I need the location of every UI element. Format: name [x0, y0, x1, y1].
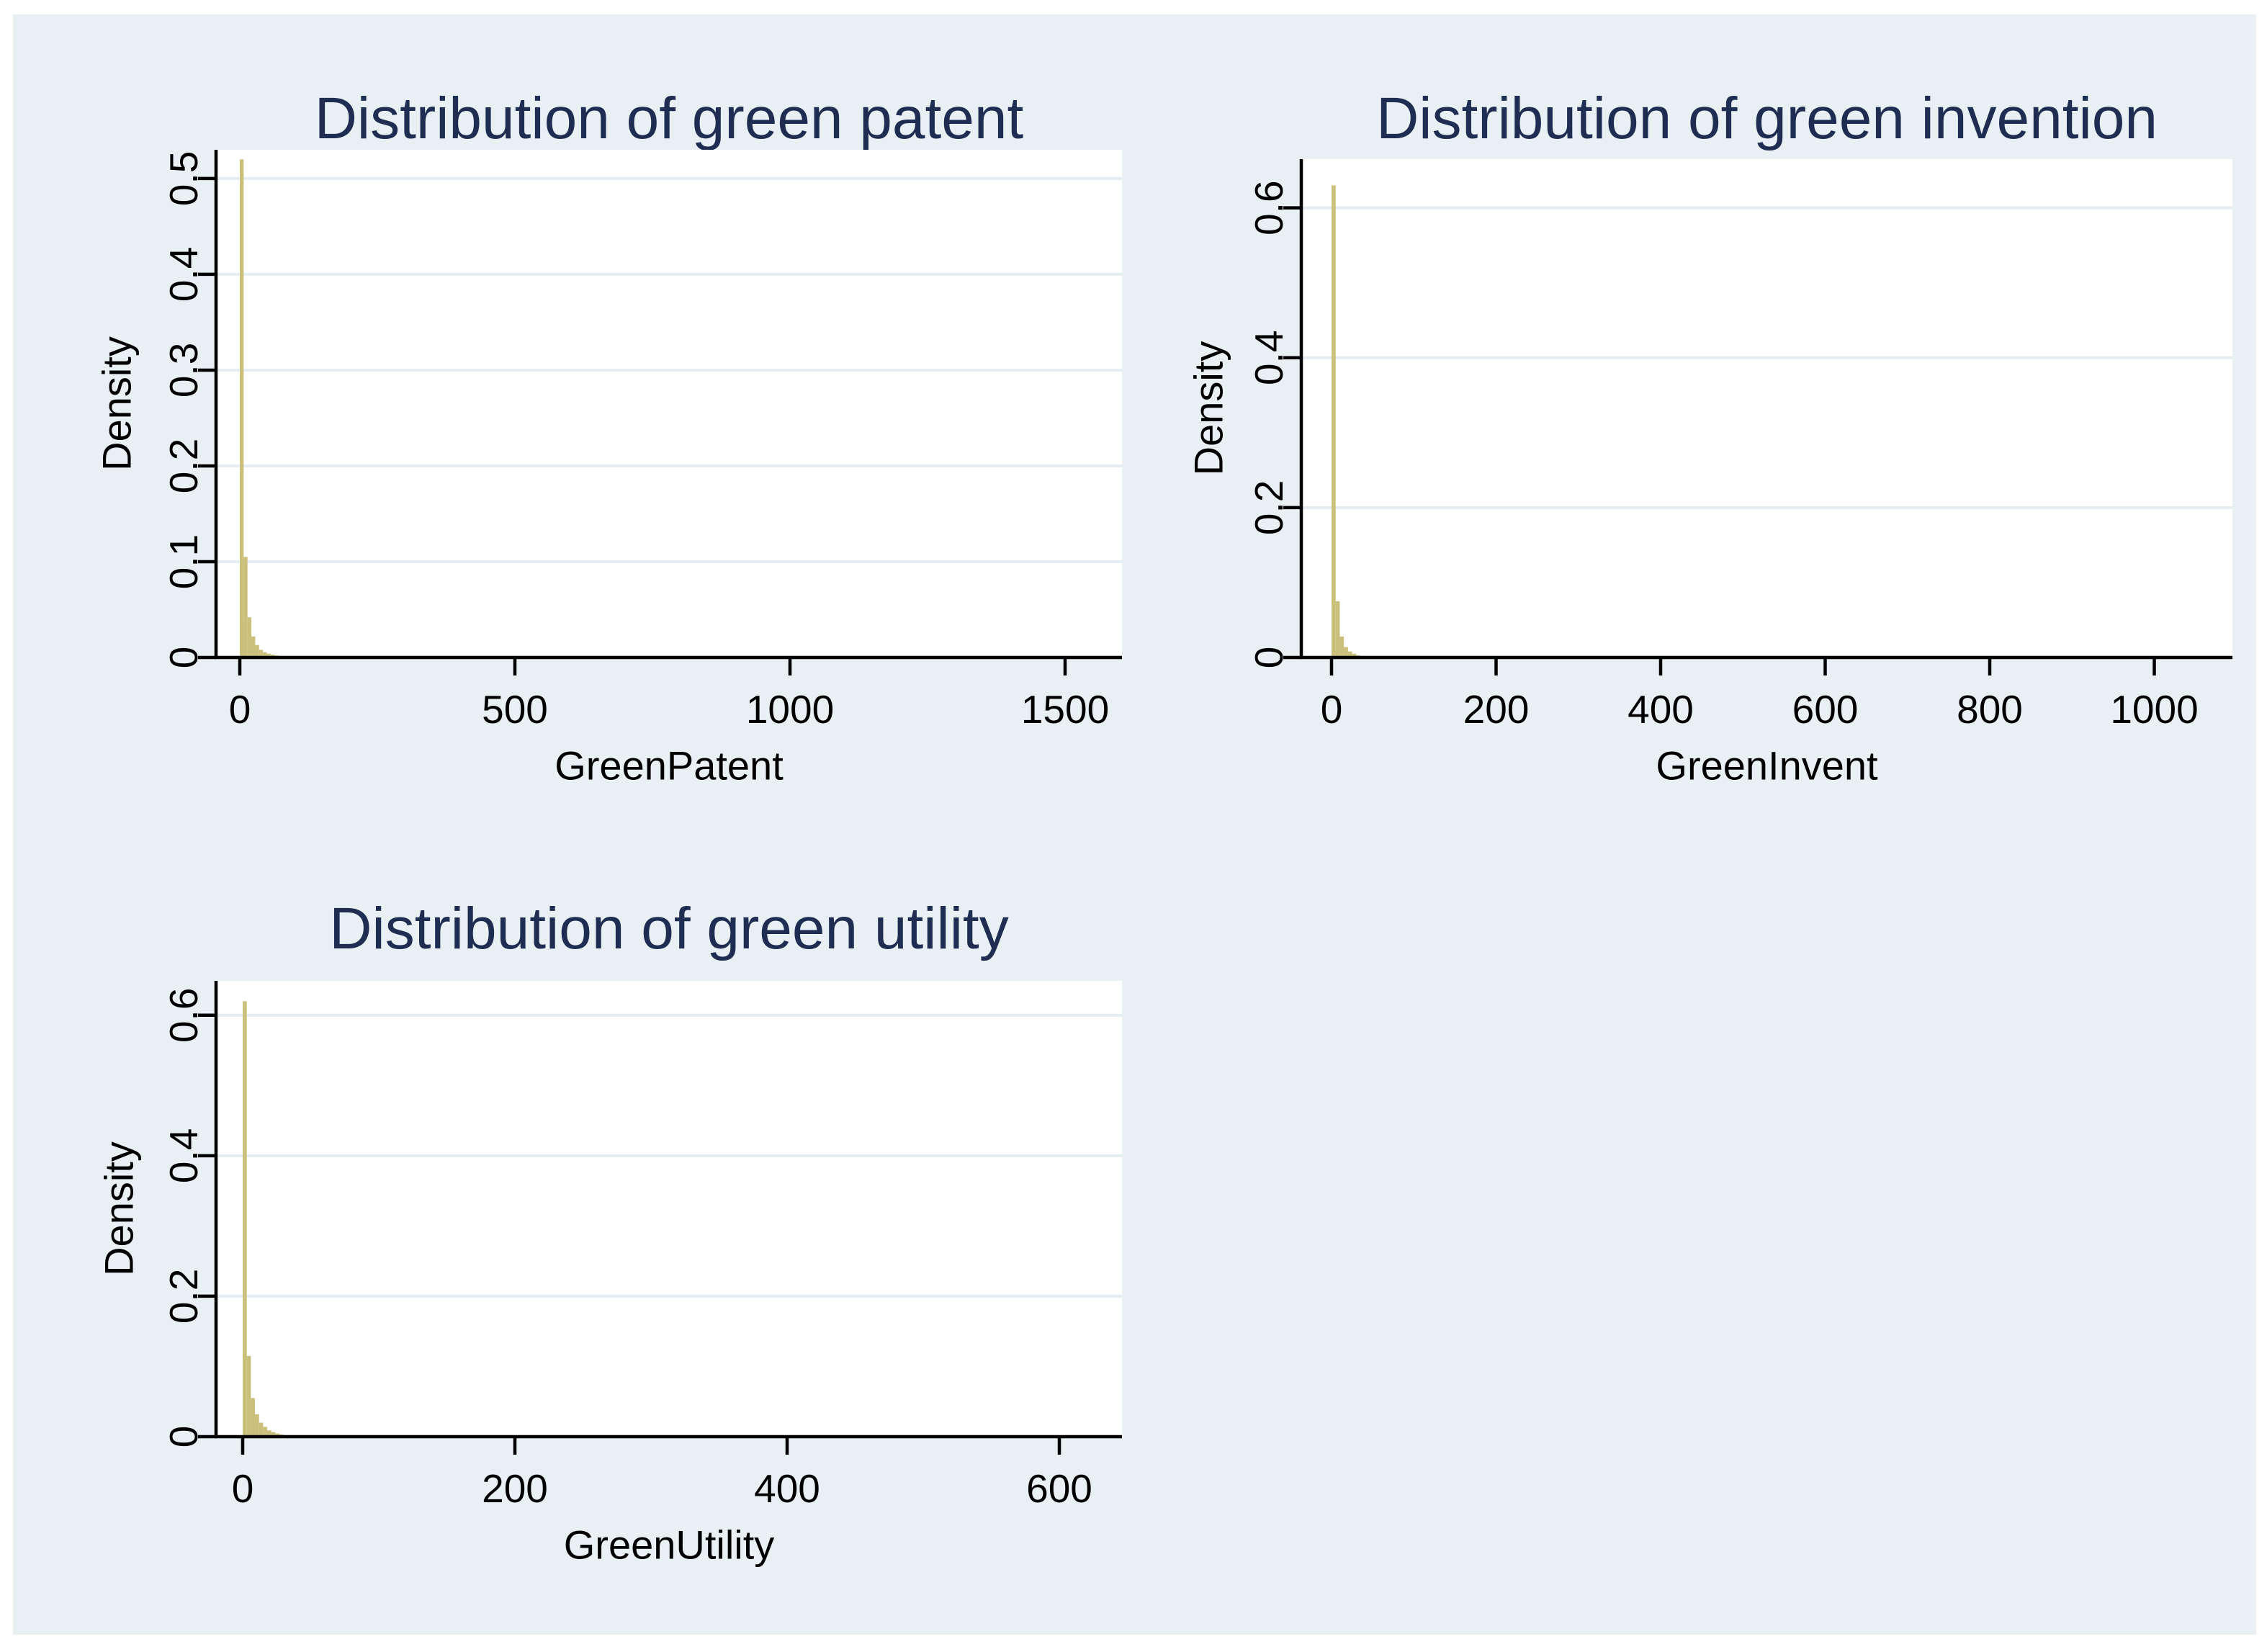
x-tick-label: 200 — [1463, 687, 1530, 732]
y-tick-label: 0.2 — [161, 1269, 206, 1324]
histogram-bar — [267, 1430, 271, 1437]
x-tick-label: 400 — [1628, 687, 1694, 732]
histogram-panel-green-invention: Distribution of green invention 0 0.2 0.4 0… — [1134, 18, 2255, 826]
y-tick-label: 0.6 — [1247, 180, 1291, 235]
histogram-bar — [1352, 653, 1357, 657]
y-axis-title: Density — [1186, 341, 1231, 476]
histogram-bar — [263, 652, 267, 657]
histogram-bar — [243, 557, 248, 657]
histogram-bar — [1332, 185, 1336, 658]
x-tick-label: 400 — [754, 1466, 820, 1511]
x-tick-label: 600 — [1792, 687, 1859, 732]
histogram-bar — [1335, 601, 1340, 657]
plot-area — [216, 981, 1122, 1437]
x-tick-label: 200 — [482, 1466, 548, 1511]
x-axis-title: GreenUtility — [564, 1522, 775, 1568]
plot-area — [216, 150, 1122, 657]
y-tick-label: 0 — [1247, 647, 1291, 669]
graph-canvas: Distribution of green patent 0 0.1 0.2 0.3 0… — [13, 14, 2256, 1635]
x-tick-label: 1000 — [2110, 687, 2198, 732]
y-tick-label: 0.5 — [161, 151, 206, 206]
x-tick-label: 1000 — [746, 687, 834, 732]
y-tick-label: 0.1 — [161, 534, 206, 589]
x-axis-title: GreenPatent — [555, 743, 784, 789]
histogram-panel-green-patent: Distribution of green patent 0 0.1 0.2 0.3 0… — [13, 18, 1134, 826]
histogram-bar — [1344, 647, 1348, 657]
x-tick-label: 0 — [229, 687, 251, 732]
y-tick-label: 0.2 — [1247, 480, 1291, 535]
histogram-bar — [251, 1398, 256, 1437]
histogram-bar — [255, 645, 259, 657]
y-tick-label: 0.2 — [161, 439, 206, 493]
histogram-bar — [259, 650, 264, 657]
y-tick-label: 0.6 — [161, 988, 206, 1043]
x-axis-title: GreenInvent — [1656, 743, 1878, 789]
histogram-plot-green-utility: 0 0.2 0.4 0.6 0 200 400 600 GreenUtility Density — [96, 981, 1122, 1568]
x-tick-label: 0 — [232, 1466, 254, 1511]
x-tick-label: 500 — [482, 687, 548, 732]
x-tick-label: 600 — [1026, 1466, 1092, 1511]
histogram-bar — [251, 636, 256, 657]
y-tick-label: 0 — [161, 1426, 206, 1448]
y-tick-label: 0.4 — [1247, 331, 1291, 385]
histogram-panel-green-utility: Distribution of green utility 0 0.2 0.4 0.6… — [13, 826, 1134, 1634]
plot-area — [1301, 159, 2232, 657]
histogram-bar — [243, 1001, 247, 1437]
histogram-bar — [240, 159, 244, 657]
histogram-bar — [266, 653, 271, 657]
histogram-bar — [246, 1355, 251, 1437]
chart-title-green-utility: Distribution of green utility — [329, 896, 1009, 961]
histogram-bar — [271, 1432, 276, 1437]
x-tick-label: 800 — [1957, 687, 2023, 732]
y-tick-label: 0.4 — [161, 1128, 206, 1183]
y-tick-label: 0.4 — [161, 247, 206, 302]
histogram-bar — [263, 1427, 268, 1437]
histogram-bar — [259, 1422, 264, 1437]
y-tick-label: 0.3 — [161, 343, 206, 398]
histogram-bar — [255, 1414, 259, 1437]
histogram-plot-green-patent: 0 0.1 0.2 0.3 0.4 0.5 0 500 1000 1500 GreenPatent D… — [94, 150, 1122, 789]
x-tick-label: 0 — [1321, 687, 1343, 732]
chart-title-green-patent: Distribution of green patent — [314, 86, 1024, 151]
y-tick-label: 0 — [161, 647, 206, 669]
y-axis-title: Density — [96, 1141, 142, 1276]
x-tick-label: 1500 — [1021, 687, 1109, 732]
histogram-bar — [247, 617, 252, 657]
chart-title-green-invention: Distribution of green invention — [1376, 86, 2158, 151]
y-axis-title: Density — [94, 336, 140, 471]
histogram-bar — [1339, 636, 1345, 657]
histogram-bar — [1347, 651, 1352, 657]
histogram-plot-green-invention: 0 0.2 0.4 0.6 0 200 400 600 800 1000 GreenInvent De… — [1186, 159, 2232, 789]
